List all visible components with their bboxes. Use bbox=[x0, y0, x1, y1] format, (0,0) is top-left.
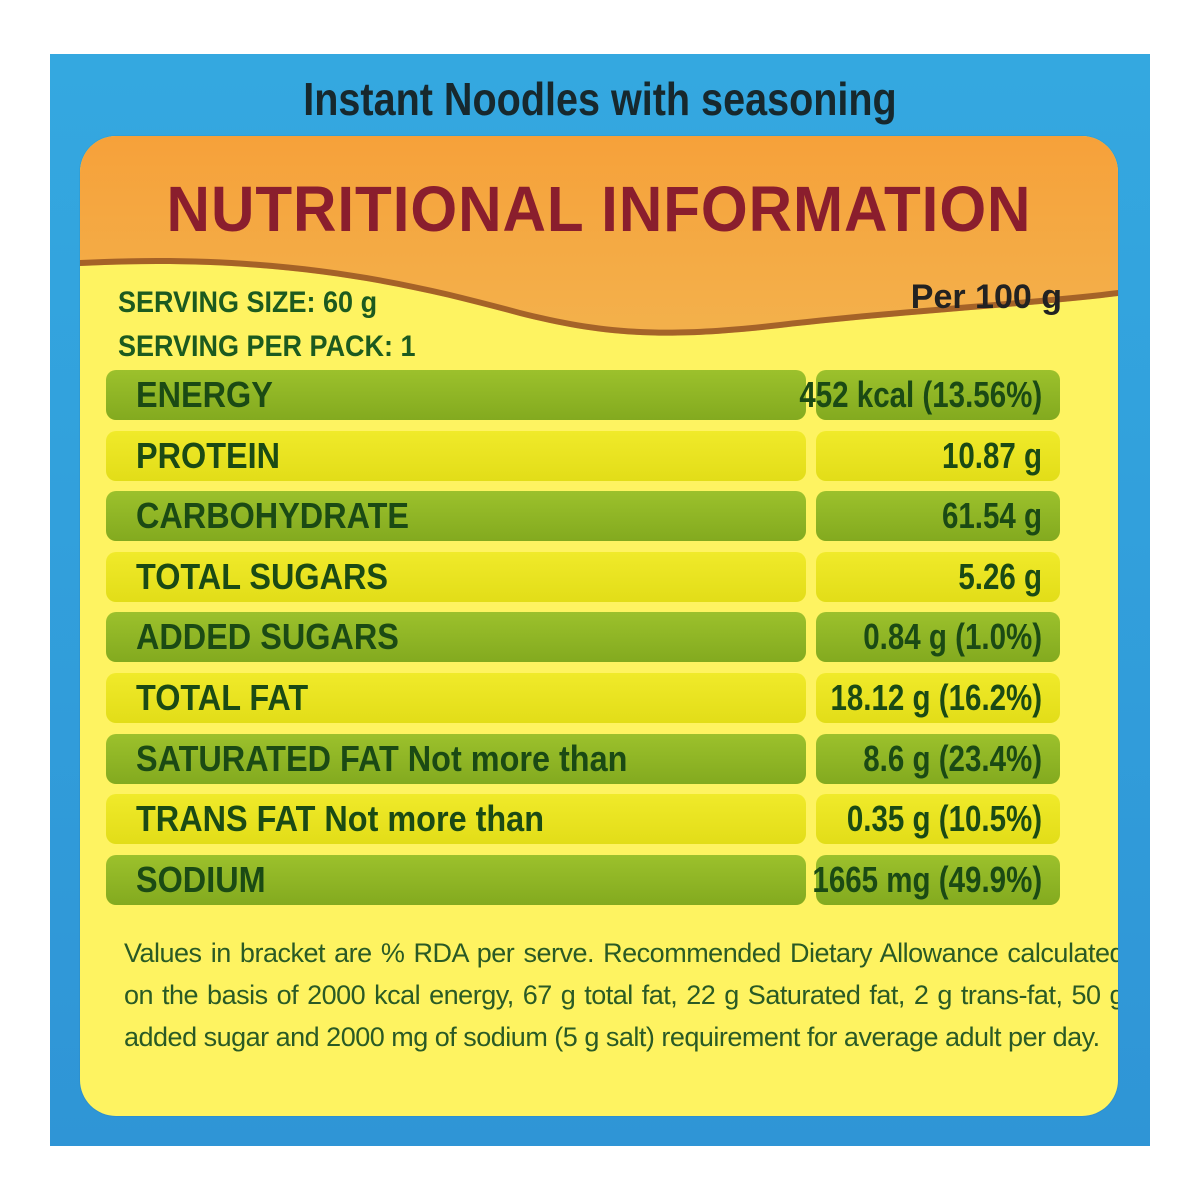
nutrient-name-text: ENERGY bbox=[136, 374, 273, 415]
nutrient-name: ENERGY bbox=[106, 370, 806, 420]
nutrient-value: 10.87 g bbox=[816, 430, 1060, 481]
nutrient-value: 1665 mg (49.9%) bbox=[812, 854, 1060, 905]
nutrient-name-text: TRANS FAT Not more than bbox=[136, 798, 544, 840]
nutrient-name: PROTEIN bbox=[106, 430, 806, 481]
serving-size: SERVING SIZE: 60 g bbox=[118, 286, 378, 319]
nutrition-header-title: NUTRITIONAL INFORMATION bbox=[166, 173, 1032, 245]
nutrient-value: 5.26 g bbox=[816, 551, 1060, 602]
nutrient-row-energy: ENERGY 452 kcal (13.56%) bbox=[106, 370, 1110, 420]
nutrient-value-text: 8.6 g (23.4%) bbox=[863, 737, 1042, 779]
nutrient-name: SODIUM bbox=[106, 854, 806, 905]
nutrient-row-protein: PROTEIN 10.87 g bbox=[106, 430, 1110, 481]
nutrient-name-text: CARBOHYDRATE bbox=[136, 495, 409, 537]
nutrient-value-text: 1665 mg (49.9%) bbox=[812, 858, 1042, 900]
nutrient-value: 0.35 g (10.5%) bbox=[816, 794, 1060, 845]
nutrient-value: 452 kcal (13.56%) bbox=[799, 370, 1060, 420]
product-title: Instant Noodles with seasoning bbox=[303, 73, 897, 125]
nutrient-value: 18.12 g (16.2%) bbox=[816, 672, 1060, 723]
nutrient-name: TOTAL SUGARS bbox=[106, 551, 806, 602]
nutrient-name: TRANS FAT Not more than bbox=[106, 794, 806, 845]
header-wave-banner bbox=[80, 136, 1118, 336]
nutrient-row-total-sugars: TOTAL SUGARS 5.26 g bbox=[106, 551, 1110, 602]
nutrient-value-text: 0.84 g (1.0%) bbox=[863, 616, 1042, 658]
nutrient-value-text: 5.26 g bbox=[958, 555, 1042, 597]
nutrient-row-saturated-fat: SATURATED FAT Not more than 8.6 g (23.4%… bbox=[106, 733, 1110, 784]
nutrient-name-text: TOTAL SUGARS bbox=[136, 555, 389, 597]
nutrient-name: CARBOHYDRATE bbox=[106, 491, 806, 542]
nutrient-row-added-sugars: ADDED SUGARS 0.84 g (1.0%) bbox=[106, 612, 1110, 663]
nutrient-value-text: 452 kcal (13.56%) bbox=[799, 374, 1042, 415]
nutrient-value: 8.6 g (23.4%) bbox=[816, 733, 1060, 784]
nutrient-value: 0.84 g (1.0%) bbox=[816, 612, 1060, 663]
nutrient-name-text: TOTAL FAT bbox=[136, 676, 309, 718]
serving-per-pack: SERVING PER PACK: 1 bbox=[118, 330, 416, 363]
nutrient-name-text: SATURATED FAT Not more than bbox=[136, 737, 628, 779]
rda-footnote: Values in bracket are % RDA per serve. R… bbox=[124, 938, 1118, 1052]
per-100g-label: Per 100 g bbox=[910, 278, 1062, 316]
nutrient-name-text: SODIUM bbox=[136, 858, 266, 900]
nutrient-value-text: 10.87 g bbox=[941, 434, 1042, 476]
nutrient-row-sodium: SODIUM 1665 mg (49.9%) bbox=[106, 854, 1110, 905]
nutrient-name: ADDED SUGARS bbox=[106, 612, 806, 663]
nutrient-value-text: 0.35 g (10.5%) bbox=[846, 798, 1042, 840]
nutrient-name-text: PROTEIN bbox=[136, 434, 281, 476]
nutrient-name: TOTAL FAT bbox=[106, 672, 806, 723]
nutrient-value: 61.54 g bbox=[816, 491, 1060, 542]
nutrient-row-total-fat: TOTAL FAT 18.12 g (16.2%) bbox=[106, 672, 1110, 723]
nutrient-value-text: 18.12 g (16.2%) bbox=[830, 676, 1042, 718]
nutrient-row-carbohydrate: CARBOHYDRATE 61.54 g bbox=[106, 491, 1110, 542]
nutrition-panel: NUTRITIONAL INFORMATION Per 100 g SERVIN… bbox=[80, 136, 1118, 1116]
nutrient-table: ENERGY 452 kcal (13.56%) PROTEIN 10.87 g… bbox=[106, 370, 1110, 915]
nutrient-name-text: ADDED SUGARS bbox=[136, 616, 399, 658]
nutrient-value-text: 61.54 g bbox=[941, 495, 1042, 537]
nutrient-row-trans-fat: TRANS FAT Not more than 0.35 g (10.5%) bbox=[106, 794, 1110, 845]
nutrient-name: SATURATED FAT Not more than bbox=[106, 733, 806, 784]
